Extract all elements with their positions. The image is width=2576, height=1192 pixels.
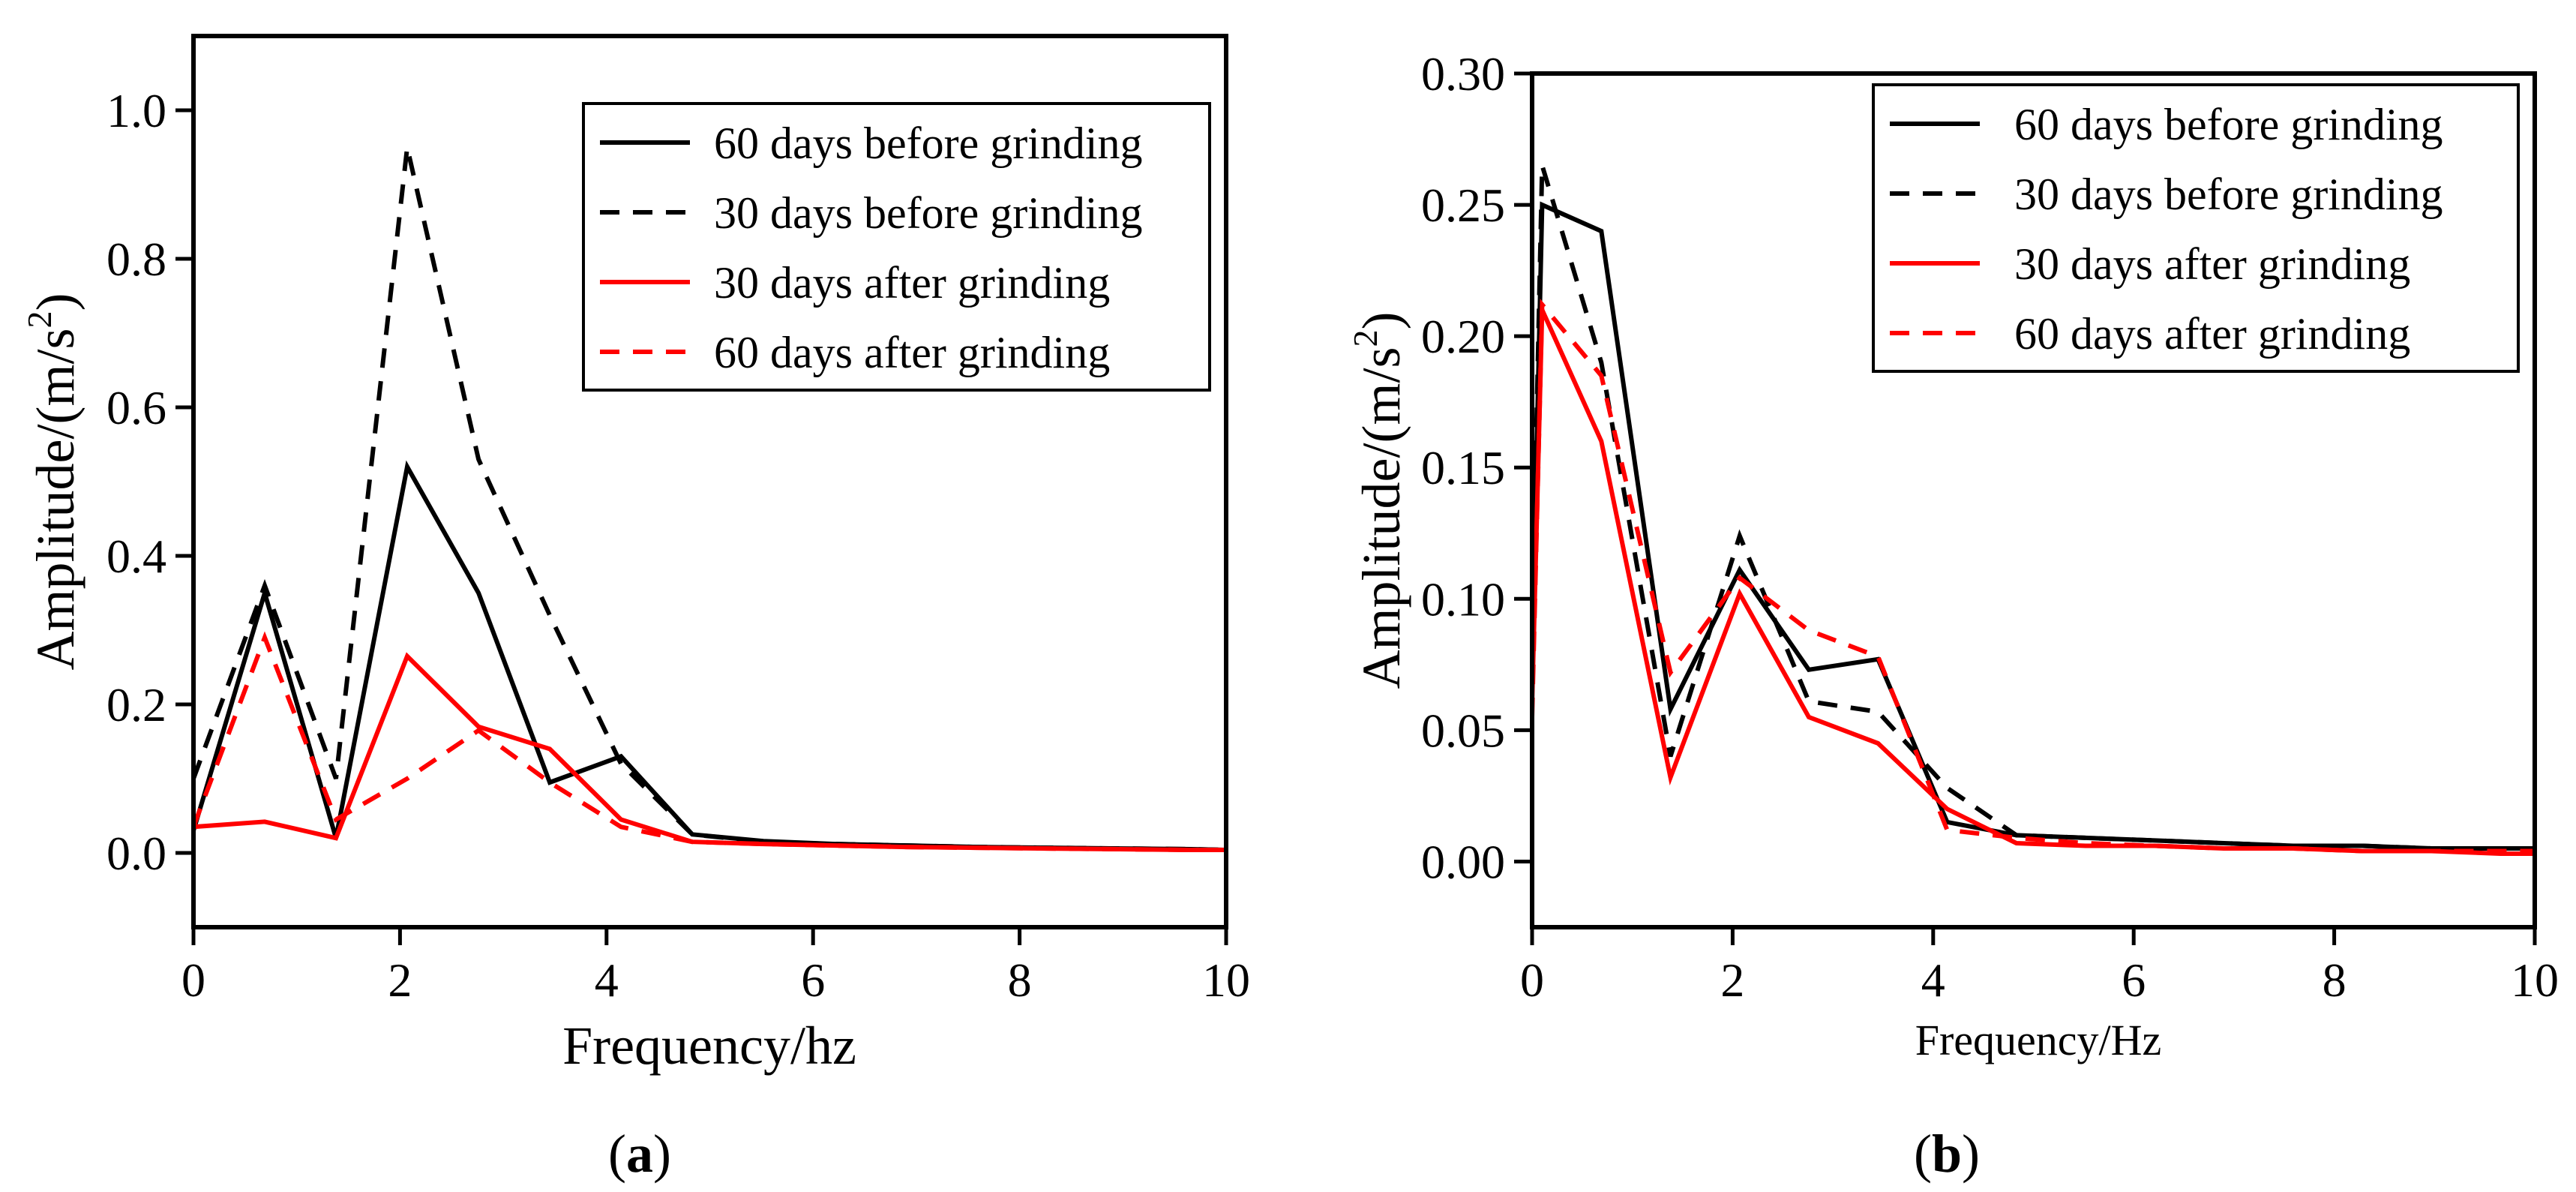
x-tick-label: 4 [1921, 953, 1945, 1007]
panel-b-series-line-2 [1530, 164, 2535, 851]
panel-a-x-axis-title: Frequency/hz [562, 1016, 856, 1076]
panel-b-y-ticks: 0.00 0.05 0.10 0.15 0.20 0.25 0.30 [1421, 47, 1532, 888]
panel-b-caption: (b) [1914, 1124, 1980, 1184]
x-tick-label: 4 [595, 953, 619, 1007]
panel-b-x-ticks: 0 2 4 6 8 10 [1520, 927, 2559, 1007]
y-tick-label: 0.05 [1421, 704, 1505, 757]
y-tick-label: 1.0 [106, 84, 166, 137]
x-tick-label: 8 [1008, 953, 1032, 1007]
x-tick-label: 10 [1202, 953, 1250, 1007]
x-tick-label: 2 [1720, 953, 1744, 1007]
x-tick-label: 6 [2122, 953, 2146, 1007]
panel-b-series-line-3 [1530, 308, 2535, 856]
panel-b-x-axis-title: Frequency/Hz [1915, 1016, 2162, 1064]
y-tick-label: 0.4 [106, 530, 166, 583]
panel-a-plot-frame [191, 34, 1228, 929]
y-tick-label: 0.00 [1421, 835, 1505, 888]
y-tick-label: 0.30 [1421, 47, 1505, 101]
legend-label-1: 60 days before grinding [714, 119, 1143, 168]
y-tick-label: 0.10 [1421, 572, 1505, 626]
legend-label-4: 60 days after grinding [714, 328, 1110, 377]
legend-label-2: 30 days before grinding [714, 188, 1143, 238]
y-tick-label: 0.25 [1421, 179, 1505, 232]
panel-a-y-ticks: 0.0 0.2 0.4 0.6 0.8 1.0 [106, 84, 193, 880]
panel-a-legend: 60 days before grinding 30 days before gr… [582, 102, 1211, 392]
panel-b-series-line-4 [1530, 299, 2535, 854]
legend-label-1: 60 days before grinding [2014, 100, 2443, 149]
x-tick-label: 2 [388, 953, 412, 1007]
x-tick-label: 0 [1520, 953, 1544, 1007]
y-tick-label: 0.0 [106, 827, 166, 880]
legend-label-3: 30 days after grinding [2014, 239, 2410, 289]
legend-label-3: 30 days after grinding [714, 258, 1110, 308]
x-tick-label: 8 [2323, 953, 2347, 1007]
y-tick-label: 0.8 [106, 233, 166, 286]
panel-a-x-ticks: 0 2 4 6 8 10 [181, 927, 1250, 1007]
panel-a: 0 2 4 6 8 10 0.00.20.40.60.81.0 Frequency/hz … [20, 34, 1250, 1184]
panel-a-series-lines [191, 146, 1227, 852]
panel-b-legend-frame [1872, 83, 2520, 373]
panel-b-series-lines [1530, 164, 2535, 856]
panel-b-plot-frame [1530, 71, 2537, 929]
x-tick-label: 6 [801, 953, 825, 1007]
panel-b: 0 2 4 6 8 10 0.00 0.05 0.10 0.15 0.20 0.25 0.30 Fre… [1346, 47, 2559, 1184]
legend-label-4: 60 days after grinding [2014, 309, 2410, 359]
y-tick-label: 0.6 [106, 381, 166, 434]
x-tick-label: 0 [181, 953, 205, 1007]
panel-a-y-axis-title: Amplitude/(m/s2) [20, 293, 85, 671]
x-tick-label: 10 [2511, 953, 2559, 1007]
panel-b-y-axis-title: Amplitude/(m/s2) [1346, 312, 1411, 689]
panel-b-legend: 60 days before grinding 30 days before gr… [1872, 83, 2520, 373]
y-tick-label: 0.15 [1421, 441, 1505, 494]
legend-label-2: 30 days before grinding [2014, 170, 2443, 219]
y-tick-label: 0.20 [1421, 310, 1505, 363]
y-tick-label: 0.2 [106, 678, 166, 731]
panel-a-series-line-4 [191, 631, 1226, 852]
panel-a-legend-frame [582, 102, 1211, 392]
panel-a-caption: (a) [608, 1124, 671, 1184]
